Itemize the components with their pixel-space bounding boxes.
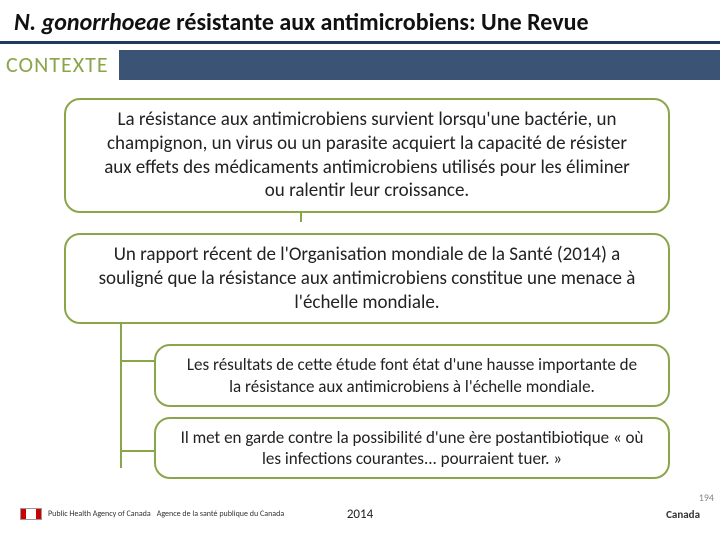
content-area: La résistance aux antimicrobiens survien… [0, 80, 720, 479]
canada-flag-icon [20, 508, 42, 520]
agency-name-en: Public Health Agency of Canada [48, 510, 151, 519]
section-label: CONTEXTE [0, 50, 119, 80]
footer-year: 2014 [347, 507, 373, 522]
footer-wordmark: Canada [666, 508, 700, 521]
agency-name-fr: Agence de la santé publique du Canada [157, 510, 284, 519]
context-box-1: La résistance aux antimicrobiens survien… [64, 98, 670, 213]
title-italic: N. gonorrhoeae [14, 8, 171, 37]
footer-left: Public Health Agency of Canada Agence de… [20, 508, 284, 520]
slide-title: N. gonorrhoeae résistante aux antimicrob… [0, 0, 720, 44]
context-box-2: Un rapport récent de l'Organisation mond… [64, 233, 670, 324]
title-rest: résistante aux antimicrobiens: Une Revue [171, 8, 589, 37]
section-header-bar: CONTEXTE [0, 50, 720, 80]
context-box-3: Les résultats de cette étude font état d… [154, 344, 670, 407]
connector-trunk [120, 306, 122, 468]
footer: Public Health Agency of Canada Agence de… [0, 494, 720, 534]
context-box-4: Il met en garde contre la possibilité d'… [154, 417, 670, 480]
